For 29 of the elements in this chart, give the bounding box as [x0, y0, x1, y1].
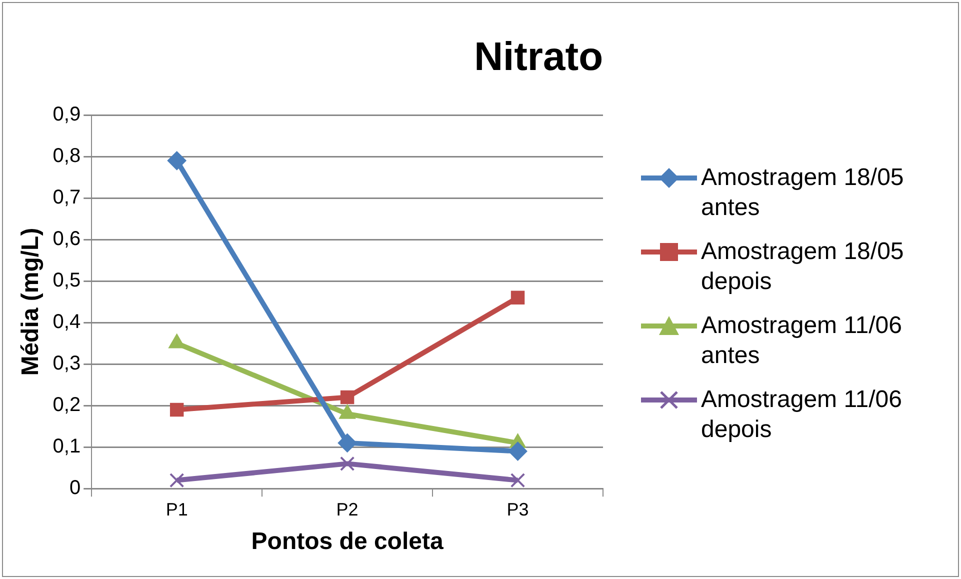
legend-label: Amostragem 11/06 depois [701, 385, 903, 445]
y-tick-label: 0,1 [52, 436, 81, 458]
point [340, 456, 355, 472]
legend-label: Amostragem 18/05 antes [701, 163, 905, 223]
point [340, 390, 354, 404]
y-tick-label: 0,3 [52, 352, 81, 375]
y-tick-label: 0,5 [52, 270, 81, 292]
point [508, 442, 528, 461]
y-tick-label: 0,9 [52, 104, 81, 126]
x-tick-label: P1 [166, 499, 188, 520]
y-tick-label: 0,6 [52, 228, 81, 250]
chart-title: Nitrato [474, 35, 603, 80]
x-tick-label: P3 [506, 499, 529, 520]
y-tick-label: 0 [69, 477, 81, 500]
x-axis-title: Pontos de coleta [251, 528, 444, 556]
point [167, 151, 186, 170]
point [338, 433, 357, 452]
y-tick-label: 0,7 [52, 186, 81, 209]
y-tick-label: 0,2 [52, 394, 81, 416]
x-tick-label: P2 [336, 499, 358, 520]
point [170, 402, 184, 417]
legend-label: Amostragem 11/06 antes [701, 311, 903, 371]
legend-label: Amostragem 18/05 depois [701, 237, 905, 297]
point [510, 472, 526, 488]
y-tick-label: 0,4 [52, 311, 81, 334]
y-tick-label: 0,8 [52, 145, 81, 168]
point [510, 290, 525, 305]
y-axis-title: Média (mg/L) [17, 228, 44, 376]
point [169, 472, 184, 488]
